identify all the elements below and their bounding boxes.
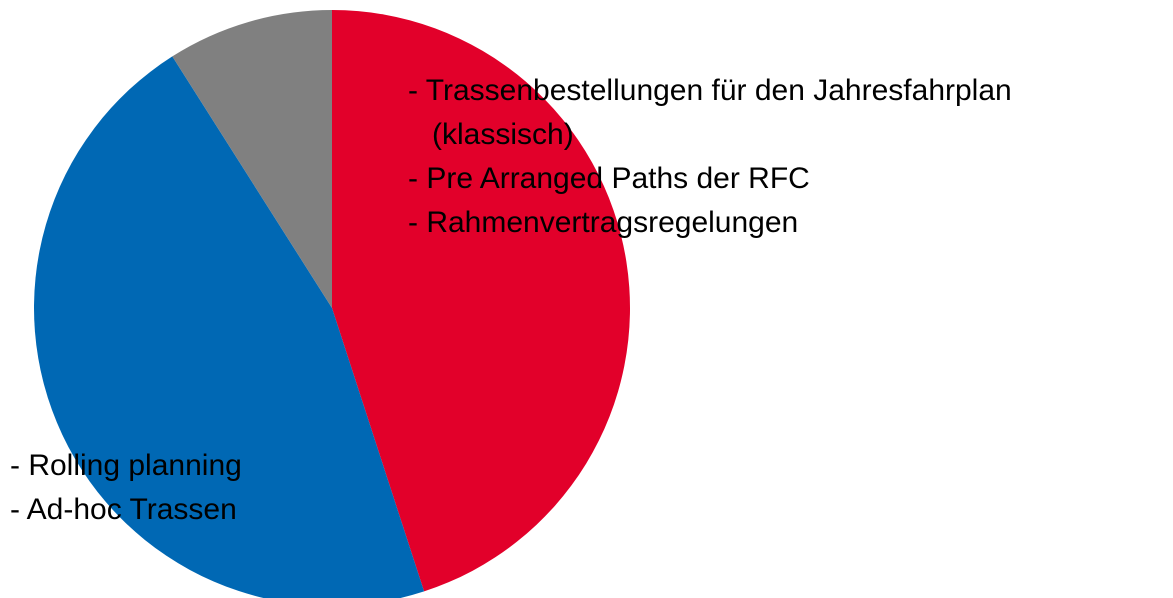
pie-slice	[172, 10, 332, 308]
slice-label: (klassisch)	[432, 118, 574, 151]
slice-label: - Ad-hoc Trassen	[10, 493, 237, 526]
pie-slice	[34, 56, 425, 598]
slice-label: - Trassenbestellungen für den Jahresfahr…	[408, 74, 1012, 107]
slice-label: - Pre Arranged Paths der RFC	[408, 162, 810, 195]
pie-slice	[332, 10, 631, 592]
slice-label: - Rahmenvertragsregelungen	[408, 206, 798, 239]
slice-label: - Rolling planning	[10, 449, 242, 482]
